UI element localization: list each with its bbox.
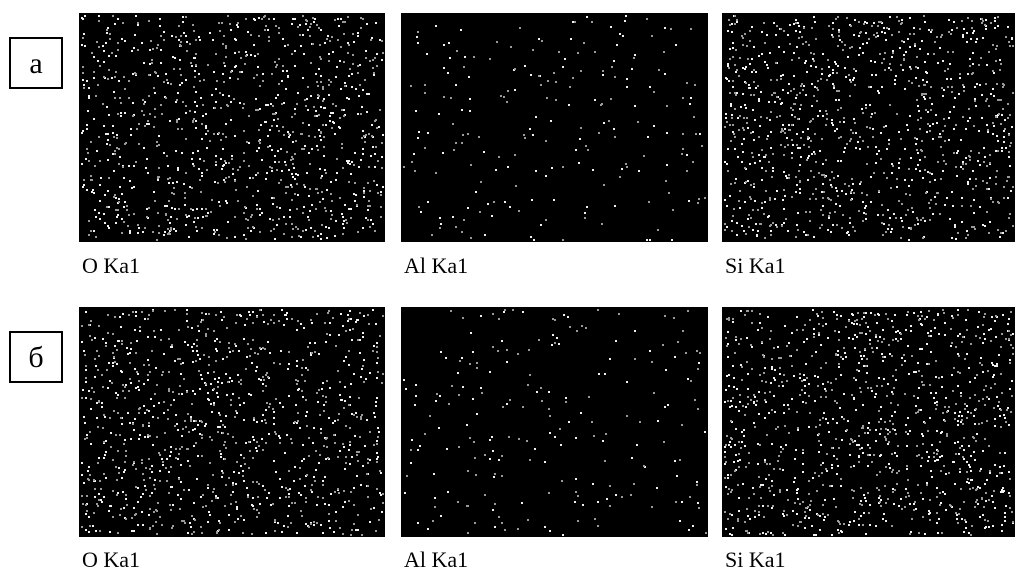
row-label: а (29, 47, 42, 80)
element-map (79, 307, 385, 537)
panel-caption: Al Ka1 (404, 547, 468, 569)
panel-caption: O Ka1 (82, 547, 140, 569)
element-map (401, 13, 708, 242)
panel-caption: Si Ka1 (725, 547, 786, 569)
panel-caption: Si Ka1 (725, 253, 786, 278)
row-label: б (28, 341, 43, 374)
panel-caption: O Ka1 (82, 253, 140, 278)
element-map (722, 13, 1015, 242)
element-map (401, 307, 708, 537)
figure: а O Ka1 Al Ka1 Si Ka1 б O Ka1 Al Ka1 Si Ka1 (0, 0, 1017, 569)
panel-caption: Al Ka1 (404, 253, 468, 278)
